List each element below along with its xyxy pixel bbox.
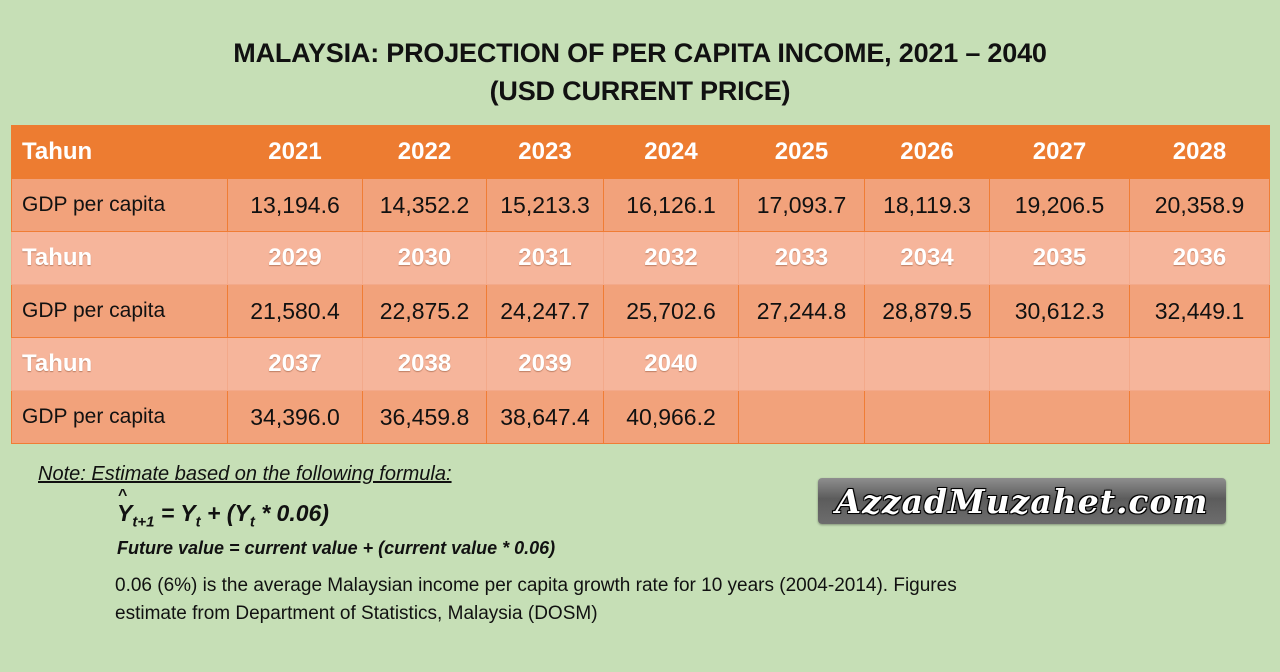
year-cell: 2034 bbox=[864, 231, 990, 285]
gdp-value-cell: 40,966.2 bbox=[603, 390, 739, 444]
formula-y: Y bbox=[117, 500, 133, 526]
year-cell: 2028 bbox=[1129, 125, 1270, 179]
year-cell: 2027 bbox=[989, 125, 1130, 179]
formula-description: Future value = current value + (current … bbox=[117, 538, 556, 558]
year-cell: 2026 bbox=[864, 125, 990, 179]
gdp-value-cell: 20,358.9 bbox=[1129, 178, 1270, 232]
gdp-value-cell: 19,206.5 bbox=[989, 178, 1130, 232]
formula-eq: = bbox=[154, 500, 181, 526]
year-cell: 2029 bbox=[227, 231, 363, 285]
year-row: Tahun 2037 2038 2039 2040 bbox=[11, 337, 1270, 391]
gdp-value-cell: 25,702.6 bbox=[603, 284, 739, 338]
formula-sub-t2: t bbox=[249, 513, 255, 531]
gdp-value-cell: 14,352.2 bbox=[362, 178, 487, 232]
gdp-value-cell: 16,126.1 bbox=[603, 178, 739, 232]
gdp-label: GDP per capita bbox=[11, 178, 228, 232]
year-cell: 2033 bbox=[738, 231, 865, 285]
brand-watermark: AzzadMuzahet.com bbox=[818, 478, 1226, 524]
gdp-value-cell: 17,093.7 bbox=[738, 178, 865, 232]
year-cell bbox=[864, 337, 990, 391]
year-cell: 2039 bbox=[486, 337, 604, 391]
gdp-value-cell: 30,612.3 bbox=[989, 284, 1130, 338]
hat-symbol: ^ bbox=[118, 487, 128, 504]
year-cell: 2040 bbox=[603, 337, 739, 391]
gdp-value-cell: 24,247.7 bbox=[486, 284, 604, 338]
y-hat: ^ Y bbox=[117, 487, 133, 527]
year-row: Tahun 2029 2030 2031 2032 2033 2034 2035 2036 bbox=[11, 231, 1270, 285]
year-cell: 2038 bbox=[362, 337, 487, 391]
year-label: Tahun bbox=[11, 125, 228, 179]
year-cell: 2036 bbox=[1129, 231, 1270, 285]
gdp-value-cell: 13,194.6 bbox=[227, 178, 363, 232]
title-line-1: MALAYSIA: PROJECTION OF PER CAPITA INCOM… bbox=[233, 38, 1047, 68]
gdp-value-cell: 38,647.4 bbox=[486, 390, 604, 444]
gdp-value-cell: 18,119.3 bbox=[864, 178, 990, 232]
brand-text: AzzadMuzahet.com bbox=[835, 481, 1209, 521]
gdp-value-cell bbox=[1129, 390, 1270, 444]
year-cell bbox=[738, 337, 865, 391]
gdp-value-cell: 34,396.0 bbox=[227, 390, 363, 444]
page-title: MALAYSIA: PROJECTION OF PER CAPITA INCOM… bbox=[0, 34, 1280, 110]
gdp-row: GDP per capita 34,396.0 36,459.8 38,647.4 40… bbox=[11, 390, 1270, 444]
gdp-value-cell bbox=[989, 390, 1130, 444]
gdp-value-cell: 21,580.4 bbox=[227, 284, 363, 338]
gdp-value-cell: 28,879.5 bbox=[864, 284, 990, 338]
gdp-value-cell bbox=[738, 390, 865, 444]
year-cell: 2024 bbox=[603, 125, 739, 179]
year-cell: 2022 bbox=[362, 125, 487, 179]
year-cell bbox=[1129, 337, 1270, 391]
gdp-value-cell: 22,875.2 bbox=[362, 284, 487, 338]
year-cell: 2031 bbox=[486, 231, 604, 285]
year-cell: 2030 bbox=[362, 231, 487, 285]
note-heading: Note: Estimate based on the following fo… bbox=[38, 463, 452, 485]
gdp-row: GDP per capita 13,194.6 14,352.2 15,213.3 16… bbox=[11, 178, 1270, 232]
year-cell: 2025 bbox=[738, 125, 865, 179]
gdp-label: GDP per capita bbox=[11, 284, 228, 338]
year-label: Tahun bbox=[11, 231, 228, 285]
formula-plus: + ( bbox=[200, 500, 235, 526]
gdp-value-cell: 15,213.3 bbox=[486, 178, 604, 232]
projection-table: Tahun 2021 2022 2023 2024 2025 2026 2027 2028 GDP… bbox=[11, 125, 1270, 444]
gdp-label: GDP per capita bbox=[11, 390, 228, 444]
gdp-row: GDP per capita 21,580.4 22,875.2 24,247.7 25… bbox=[11, 284, 1270, 338]
gdp-value-cell: 36,459.8 bbox=[362, 390, 487, 444]
formula-yt2: Y bbox=[234, 500, 250, 526]
year-row: Tahun 2021 2022 2023 2024 2025 2026 2027 2028 bbox=[11, 125, 1270, 179]
growth-description: 0.06 (6%) is the average Malaysian incom… bbox=[115, 575, 957, 624]
year-cell bbox=[989, 337, 1130, 391]
year-cell: 2035 bbox=[989, 231, 1130, 285]
formula-sub-t: t bbox=[195, 513, 201, 531]
year-cell: 2037 bbox=[227, 337, 363, 391]
gdp-value-cell bbox=[864, 390, 990, 444]
year-label: Tahun bbox=[11, 337, 228, 391]
gdp-value-cell: 27,244.8 bbox=[738, 284, 865, 338]
title-line-2: (USD CURRENT PRICE) bbox=[489, 76, 791, 106]
formula: ^ Yt+1 = Yt + (Yt * 0.06) bbox=[117, 487, 329, 531]
year-cell: 2021 bbox=[227, 125, 363, 179]
formula-rest: * 0.06) bbox=[254, 500, 329, 526]
formula-yt: Y bbox=[180, 500, 196, 526]
year-cell: 2023 bbox=[486, 125, 604, 179]
gdp-value-cell: 32,449.1 bbox=[1129, 284, 1270, 338]
year-cell: 2032 bbox=[603, 231, 739, 285]
formula-sub-next: t+1 bbox=[132, 513, 155, 531]
